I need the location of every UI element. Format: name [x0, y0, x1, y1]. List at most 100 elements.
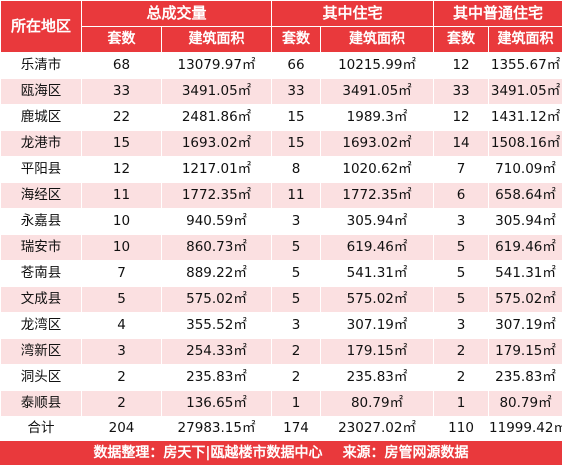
- cell-res-area: 305.94㎡: [320, 208, 435, 235]
- table-body: 乐清市 68 13079.97㎡ 66 10215.99㎡ 12 1355.67㎡ 瓯海区 33…: [0, 52, 562, 417]
- cell-total-units: 5: [81, 286, 162, 313]
- cell-total-area: 1772.35㎡: [160, 182, 273, 209]
- header-ord-area: 建筑面积: [488, 26, 562, 53]
- cell-region: 永嘉县: [0, 208, 82, 235]
- header-total-area: 建筑面积: [160, 26, 273, 53]
- source-credit: 来源：房管网源数据: [342, 445, 469, 461]
- cell-res-area: 1693.02㎡: [320, 130, 435, 157]
- cell-ord-units: 14: [433, 130, 490, 157]
- cell-res-units: 15: [271, 130, 322, 157]
- cell-region: 湾新区: [0, 338, 82, 365]
- table-row: 永嘉县 10 940.59㎡ 3 305.94㎡ 3 305.94㎡: [0, 208, 562, 235]
- cell-ord-units: 5: [433, 260, 490, 287]
- cell-ord-units: 2: [433, 364, 490, 391]
- cell-ord-units: 1: [433, 390, 490, 417]
- cell-ord-area: 1431.12㎡: [488, 104, 562, 131]
- table-row: 龙港市 15 1693.02㎡ 15 1693.02㎡ 14 1508.16㎡: [0, 130, 562, 157]
- cell-ord-area: 1508.16㎡: [488, 130, 562, 157]
- cell-ord-area: 575.02㎡: [488, 286, 562, 313]
- cell-ord-units: 12: [433, 104, 490, 131]
- cell-total-area: 235.83㎡: [160, 364, 273, 391]
- total-ord-area: 11999.42㎡: [488, 416, 562, 441]
- cell-total-units: 12: [81, 156, 162, 183]
- cell-res-area: 575.02㎡: [320, 286, 435, 313]
- cell-region: 洞头区: [0, 364, 82, 391]
- cell-ord-area: 80.79㎡: [488, 390, 562, 417]
- cell-total-area: 13079.97㎡: [160, 52, 273, 79]
- cell-res-area: 10215.99㎡: [320, 52, 435, 79]
- header-res-area: 建筑面积: [320, 26, 435, 53]
- cell-ord-units: 3: [433, 312, 490, 339]
- cell-res-units: 2: [271, 338, 322, 365]
- header-res-units: 套数: [271, 26, 322, 53]
- cell-res-area: 307.19㎡: [320, 312, 435, 339]
- cell-ord-area: 710.09㎡: [488, 156, 562, 183]
- cell-res-units: 3: [271, 312, 322, 339]
- total-res-units: 174: [271, 416, 322, 441]
- cell-total-area: 3491.05㎡: [160, 78, 273, 105]
- cell-total-units: 22: [81, 104, 162, 131]
- table-row: 洞头区 2 235.83㎡ 2 235.83㎡ 2 235.83㎡: [0, 364, 562, 391]
- cell-ord-units: 7: [433, 156, 490, 183]
- cell-ord-area: 619.46㎡: [488, 234, 562, 261]
- table-row: 湾新区 3 254.33㎡ 2 179.15㎡ 2 179.15㎡: [0, 338, 562, 365]
- cell-total-units: 2: [81, 364, 162, 391]
- table-row: 平阳县 12 1217.01㎡ 8 1020.62㎡ 7 710.09㎡: [0, 156, 562, 183]
- cell-total-units: 33: [81, 78, 162, 105]
- total-total-units: 204: [81, 416, 162, 441]
- table-row: 鹿城区 22 2481.86㎡ 15 1989.3㎡ 12 1431.12㎡: [0, 104, 562, 131]
- cell-ord-area: 235.83㎡: [488, 364, 562, 391]
- cell-total-area: 254.33㎡: [160, 338, 273, 365]
- cell-total-units: 7: [81, 260, 162, 287]
- cell-ord-area: 541.31㎡: [488, 260, 562, 287]
- cell-region: 乐清市: [0, 52, 82, 79]
- cell-res-area: 619.46㎡: [320, 234, 435, 261]
- cell-res-units: 5: [271, 234, 322, 261]
- footer-credit-bar: 数据整理：房天下|瓯越楼市数据中心 来源：房管网源数据: [0, 441, 562, 465]
- cell-ord-units: 2: [433, 338, 490, 365]
- header-total-units: 套数: [81, 26, 162, 53]
- cell-ord-area: 307.19㎡: [488, 312, 562, 339]
- cell-total-area: 575.02㎡: [160, 286, 273, 313]
- cell-total-units: 10: [81, 208, 162, 235]
- transaction-table: 所在地区 总成交量 其中住宅 其中普通住宅 套数 建筑面积 套数 建筑面积 套数…: [0, 0, 562, 441]
- cell-ord-units: 5: [433, 234, 490, 261]
- cell-total-units: 10: [81, 234, 162, 261]
- cell-res-area: 541.31㎡: [320, 260, 435, 287]
- cell-region: 瑞安市: [0, 234, 82, 261]
- cell-total-area: 1217.01㎡: [160, 156, 273, 183]
- cell-region: 龙港市: [0, 130, 82, 157]
- cell-total-area: 2481.86㎡: [160, 104, 273, 131]
- cell-res-units: 11: [271, 182, 322, 209]
- cell-ord-area: 179.15㎡: [488, 338, 562, 365]
- table-row: 瑞安市 10 860.73㎡ 5 619.46㎡ 5 619.46㎡: [0, 234, 562, 261]
- cell-region: 泰顺县: [0, 390, 82, 417]
- cell-total-area: 860.73㎡: [160, 234, 273, 261]
- cell-total-area: 940.59㎡: [160, 208, 273, 235]
- total-total-area: 27983.15㎡: [160, 416, 273, 441]
- cell-region: 鹿城区: [0, 104, 82, 131]
- table-row: 海经区 11 1772.35㎡ 11 1772.35㎡ 6 658.64㎡: [0, 182, 562, 209]
- table-row: 乐清市 68 13079.97㎡ 66 10215.99㎡ 12 1355.67㎡: [0, 52, 562, 79]
- cell-region: 文成县: [0, 286, 82, 313]
- cell-region: 龙湾区: [0, 312, 82, 339]
- cell-res-units: 15: [271, 104, 322, 131]
- total-label: 合计: [0, 416, 82, 441]
- table-row: 泰顺县 2 136.65㎡ 1 80.79㎡ 1 80.79㎡: [0, 390, 562, 417]
- cell-ord-area: 658.64㎡: [488, 182, 562, 209]
- cell-total-units: 3: [81, 338, 162, 365]
- cell-region: 海经区: [0, 182, 82, 209]
- cell-res-units: 2: [271, 364, 322, 391]
- header-group-residential: 其中住宅: [271, 0, 435, 27]
- header-region: 所在地区: [0, 0, 82, 53]
- cell-ord-area: 305.94㎡: [488, 208, 562, 235]
- header-ord-units: 套数: [433, 26, 490, 53]
- cell-res-units: 66: [271, 52, 322, 79]
- cell-ord-area: 3491.05㎡: [488, 78, 562, 105]
- cell-ord-units: 12: [433, 52, 490, 79]
- total-row: 合计 204 27983.15㎡ 174 23027.02㎡ 110 11999…: [0, 416, 562, 441]
- cell-total-area: 136.65㎡: [160, 390, 273, 417]
- cell-ord-area: 1355.67㎡: [488, 52, 562, 79]
- cell-res-area: 80.79㎡: [320, 390, 435, 417]
- cell-total-area: 1693.02㎡: [160, 130, 273, 157]
